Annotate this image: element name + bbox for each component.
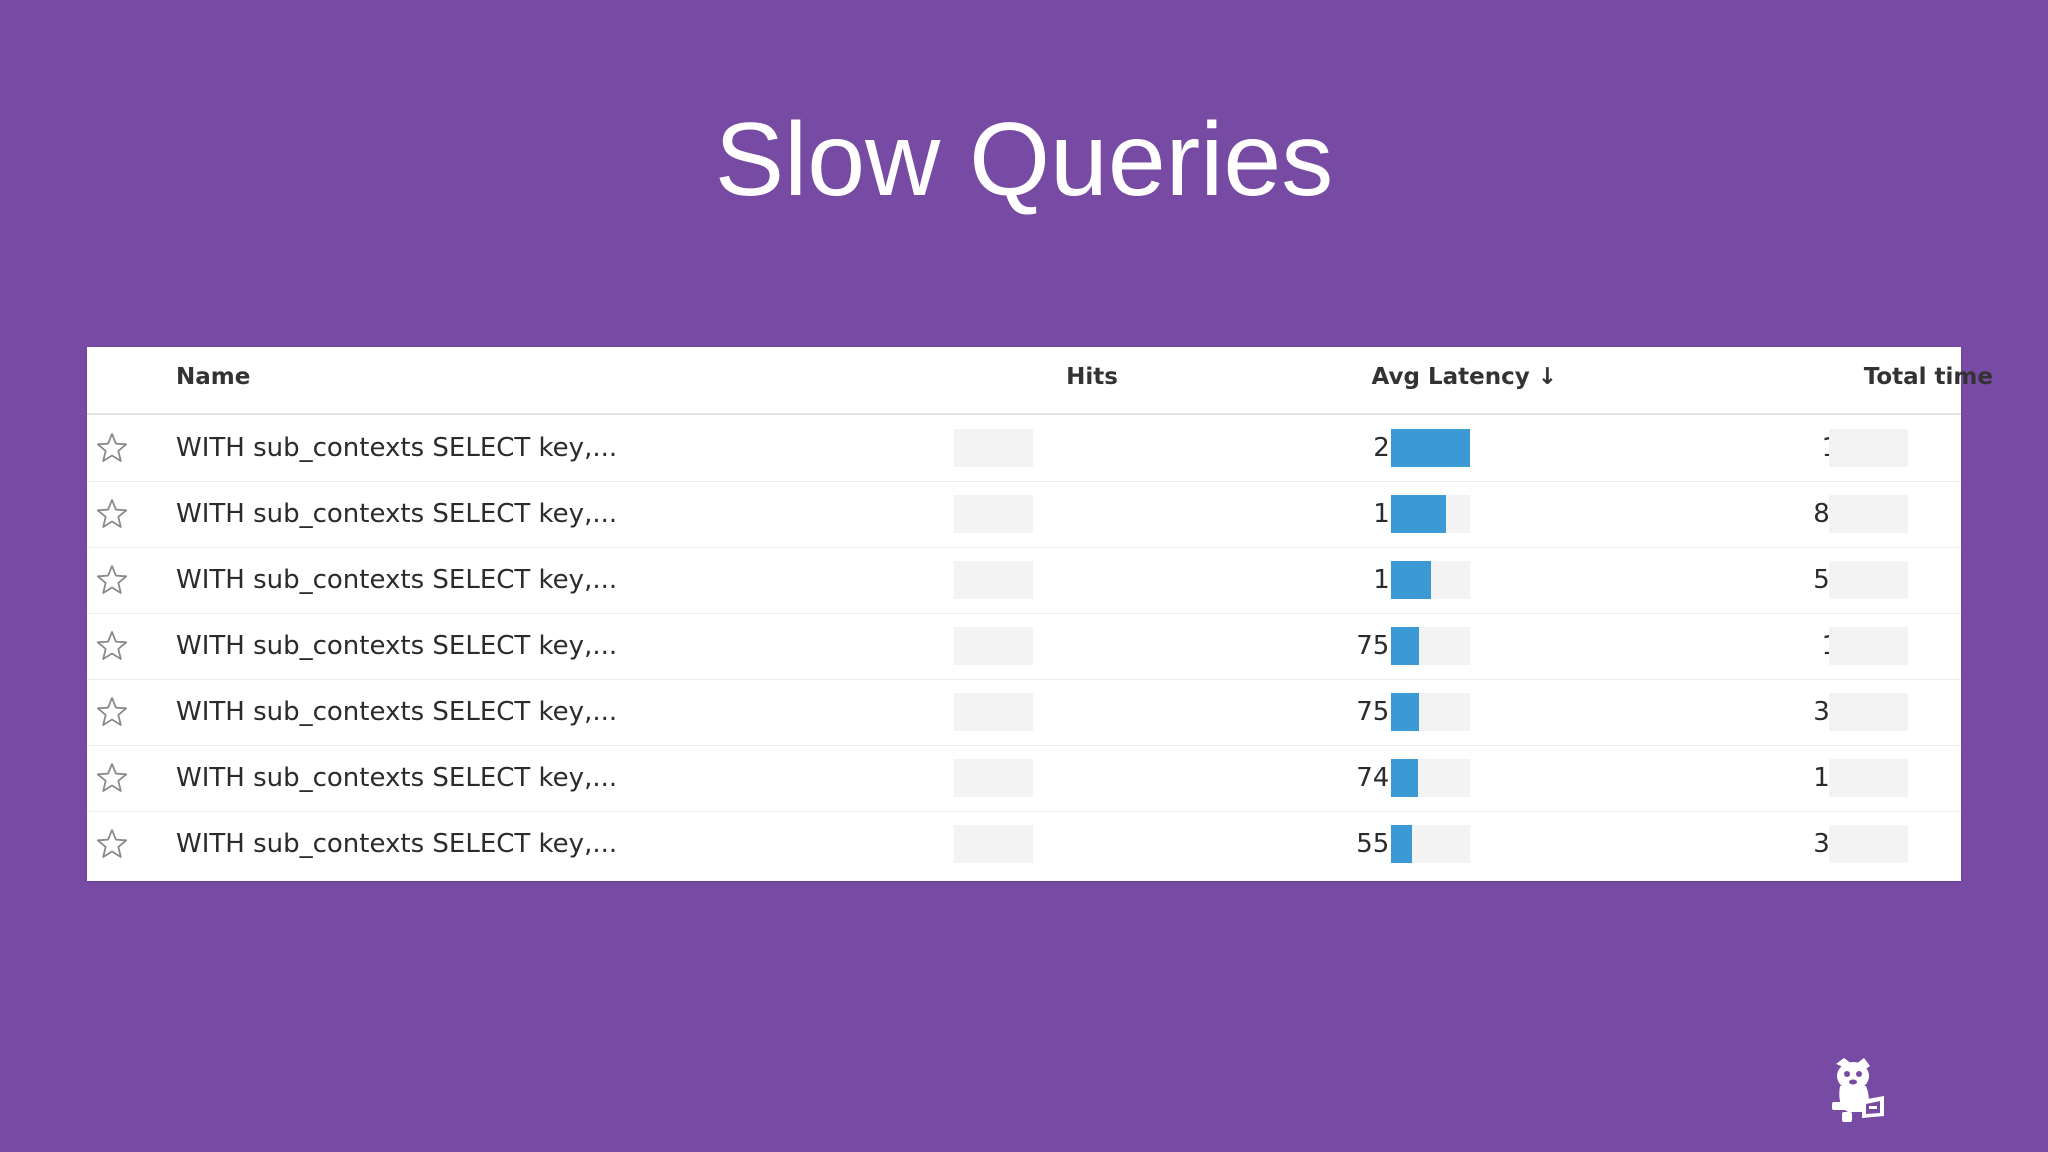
avg-latency-bar [1391,429,1470,467]
star-icon[interactable] [95,629,129,663]
hits-bar [954,693,1033,731]
total-time-bar [1829,825,1908,863]
total-time-bar [1829,495,1908,533]
avg-latency-bar-fill [1391,759,1418,797]
star-icon[interactable] [95,695,129,729]
star-icon[interactable] [95,563,129,597]
total-time-bar [1829,429,1908,467]
column-header-total-time[interactable]: Total time [1863,364,1993,390]
avg-latency-bar-fill [1391,495,1446,533]
avg-latency-bar-fill [1391,561,1431,599]
star-icon[interactable] [95,761,129,795]
avg-latency-bar [1391,495,1470,533]
column-header-avg-latency[interactable]: Avg Latency ↓ [1371,364,1558,390]
star-icon[interactable] [95,827,129,861]
datadog-logo-icon [1832,1058,1884,1122]
avg-latency-bar [1391,825,1470,863]
avg-latency-bar-fill [1391,825,1412,863]
query-name-link[interactable]: WITH sub_contexts SELECT key,... [176,697,618,727]
hits-bar [954,561,1033,599]
hits-bar [954,825,1033,863]
query-name-link[interactable]: WITH sub_contexts SELECT key,... [176,565,618,595]
avg-latency-bar-fill [1391,429,1470,467]
hits-bar [954,429,1033,467]
total-time-bar [1829,759,1908,797]
total-time-bar [1829,561,1908,599]
query-name-link[interactable]: WITH sub_contexts SELECT key,... [176,499,618,529]
table-row[interactable]: WITH sub_contexts SELECT key,...581.49 s… [87,481,1961,548]
star-icon[interactable] [95,497,129,531]
query-name-link[interactable]: WITH sub_contexts SELECT key,... [176,829,618,859]
table-row[interactable]: WITH sub_contexts SELECT key,...902.17 s… [87,415,1961,482]
avg-latency-bar [1391,561,1470,599]
table-row[interactable]: WITH sub_contexts SELECT key,...70559 ms… [87,811,1961,877]
query-name-link[interactable]: WITH sub_contexts SELECT key,... [176,763,618,793]
query-name-link[interactable]: WITH sub_contexts SELECT key,... [176,631,618,661]
table-row[interactable]: WITH sub_contexts SELECT key,...45750 ms… [87,679,1961,746]
table-row[interactable]: WITH sub_contexts SELECT key,...22740 ms… [87,745,1961,812]
total-time-bar [1829,627,1908,665]
table-row[interactable]: WITH sub_contexts SELECT key,...194759 m… [87,613,1961,680]
column-header-hits[interactable]: Hits [1066,364,1118,390]
hits-bar [954,495,1033,533]
query-name-link[interactable]: WITH sub_contexts SELECT key,... [176,433,618,463]
hits-bar [954,627,1033,665]
avg-latency-bar-fill [1391,627,1419,665]
avg-latency-bar [1391,759,1470,797]
table-header-row: Name Hits Avg Latency ↓ Total time [87,347,1993,415]
column-header-name[interactable]: Name [176,364,251,390]
table-row[interactable]: WITH sub_contexts SELECT key,...491.09 s… [87,547,1961,614]
avg-latency-bar [1391,693,1470,731]
avg-latency-bar [1391,627,1470,665]
slide-title: Slow Queries [714,102,1334,218]
star-icon[interactable] [95,431,129,465]
total-time-bar [1829,693,1908,731]
avg-latency-bar-fill [1391,693,1419,731]
hits-bar [954,759,1033,797]
slow-queries-table: Name Hits Avg Latency ↓ Total time WITH … [87,347,1993,881]
